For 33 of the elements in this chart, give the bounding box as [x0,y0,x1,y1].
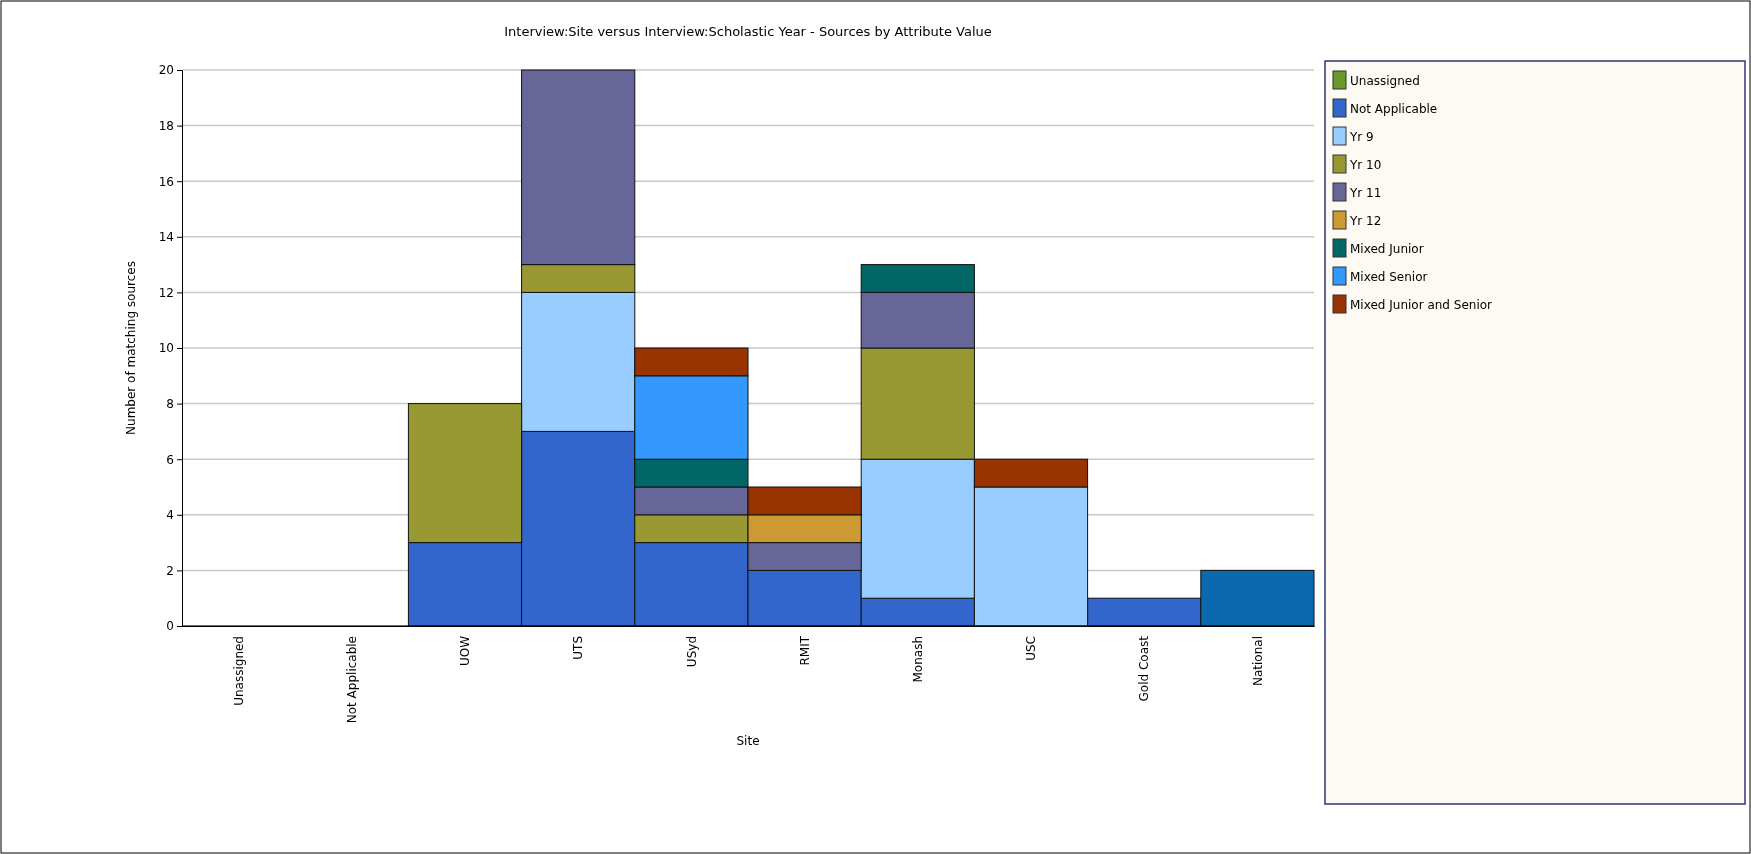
y-tick-label: 10 [158,341,174,356]
x-tick-label: Monash [911,636,925,683]
y-tick-label: 2 [166,563,174,578]
x-tick-label: USC [1024,636,1039,661]
y-tick-label: 0 [166,619,174,634]
legend-label: Not Applicable [1350,102,1438,116]
x-tick-label: UTS [571,636,586,660]
legend-label: Yr 12 [1349,214,1382,228]
legend-label: Unassigned [1350,74,1420,88]
y-tick-label: 16 [158,174,174,189]
y-axis-title: Number of matching sources [124,261,138,435]
y-tick-label: 6 [166,452,174,467]
x-tick-label: National [1250,636,1265,687]
chart-title: Interview:Site versus Interview:Scholastic Year - Sources by Attribute Value [504,24,992,39]
x-axis-title: Site [736,734,760,748]
x-tick-label: Gold Coast [1137,635,1152,702]
x-tick-label: Not Applicable [345,636,359,724]
legend-label: Mixed Junior [1350,242,1424,256]
y-tick-label: 14 [158,230,174,245]
y-tick-label: 20 [158,63,174,78]
legend-label: Yr 9 [1349,130,1374,144]
x-tick-label: UOW [458,635,473,667]
y-tick-label: 18 [158,118,174,133]
y-tick-label: 4 [166,508,174,523]
x-tick-label: USyd [684,636,699,668]
y-tick-label: 12 [158,285,174,300]
y-tick-label: 8 [166,396,174,411]
legend-label: Mixed Junior and Senior [1350,298,1493,312]
x-tick-label: Unassigned [231,636,246,706]
legend-label: Mixed Senior [1350,270,1428,284]
legend-label: Yr 11 [1349,186,1382,200]
x-tick-label: RMIT [797,635,812,666]
legend-label: Yr 10 [1349,158,1382,172]
